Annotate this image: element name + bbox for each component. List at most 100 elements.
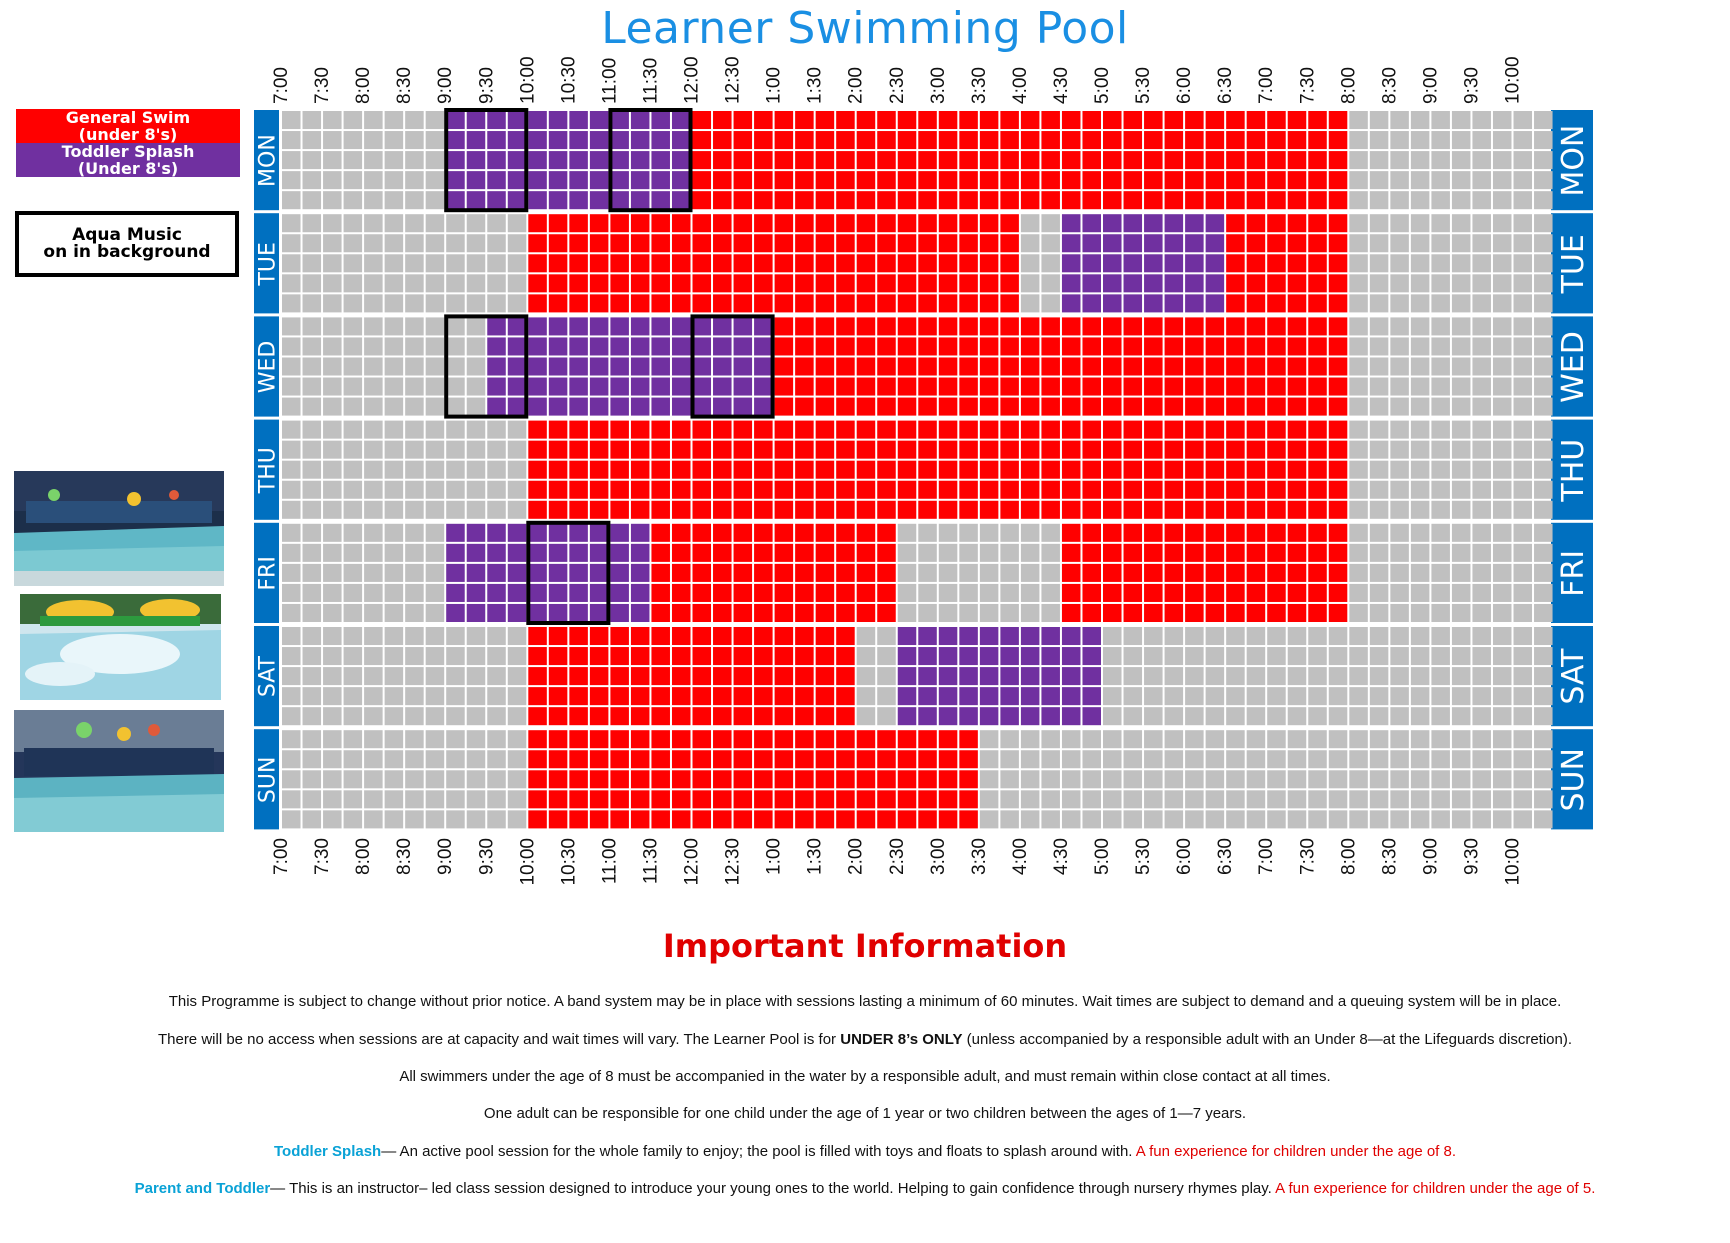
timetable-cell — [323, 377, 342, 396]
timetable-cell — [1020, 420, 1040, 439]
timetable-cell — [1410, 647, 1430, 666]
timetable-cell — [343, 810, 363, 829]
timetable-cell — [507, 603, 527, 622]
day-tab-left — [254, 522, 279, 623]
timetable-cell — [589, 810, 609, 829]
timetable-cell — [1103, 707, 1122, 726]
timetable-cell — [1205, 480, 1225, 499]
timetable-cell — [425, 500, 445, 519]
timetable-cell — [1287, 647, 1307, 666]
timetable-cell — [1185, 214, 1204, 233]
timetable-cell — [938, 440, 958, 459]
timetable-cell — [487, 357, 506, 376]
timetable-cell — [1205, 523, 1225, 542]
timetable-cell — [671, 480, 691, 499]
timetable-cell — [1123, 274, 1143, 293]
timetable-cell — [1492, 191, 1512, 210]
timetable-cell — [1287, 523, 1307, 542]
timetable-cell — [1410, 214, 1430, 233]
timetable-cell — [343, 730, 363, 749]
timetable-cell — [795, 603, 814, 622]
timetable-cell — [1472, 543, 1491, 562]
timetable-cell — [856, 171, 876, 190]
timetable-cell — [425, 667, 445, 686]
timetable-cell — [754, 790, 773, 809]
timetable-cell — [1410, 563, 1430, 582]
timetable-cell — [1267, 543, 1286, 562]
timetable-cell — [364, 543, 383, 562]
timetable-cell — [528, 480, 547, 499]
timetable-cell — [1472, 440, 1491, 459]
timetable-cell — [754, 460, 773, 479]
timetable-cell — [343, 234, 363, 253]
timetable-cell — [1185, 563, 1204, 582]
timetable-cell — [877, 151, 896, 170]
timetable-cell — [671, 810, 691, 829]
day-label-left: FRI — [256, 556, 281, 590]
timetable-cell — [1144, 171, 1163, 190]
timetable-cell — [1000, 667, 1019, 686]
timetable-cell — [671, 583, 691, 602]
timetable-cell — [1226, 420, 1245, 439]
timetable-cell — [1267, 377, 1286, 396]
timetable-cell — [1123, 563, 1143, 582]
timetable-cell — [1205, 111, 1225, 130]
timetable-cell — [1041, 171, 1060, 190]
timetable-cell — [548, 171, 568, 190]
timetable-cell — [1144, 810, 1163, 829]
timetable-cell — [713, 420, 732, 439]
timetable-cell — [302, 440, 322, 459]
timetable-cell — [713, 317, 732, 336]
timetable-cell — [1410, 420, 1430, 439]
timetable-cell — [1267, 317, 1286, 336]
timetable-cell — [1513, 397, 1533, 416]
timetable-cell — [1226, 543, 1245, 562]
timetable-cell — [1061, 687, 1081, 706]
timetable-cell — [610, 397, 629, 416]
timetable-cell — [795, 191, 814, 210]
timetable-cell — [1431, 500, 1450, 519]
timetable-cell — [425, 603, 445, 622]
time-label-bottom: 1:00 — [764, 838, 785, 875]
timetable-cell — [692, 357, 712, 376]
timetable-cell — [836, 440, 855, 459]
timetable-cell — [282, 627, 301, 646]
timetable-cell — [1390, 707, 1409, 726]
timetable-cell — [979, 750, 999, 769]
timetable-cell — [1226, 667, 1245, 686]
timetable-cell — [1267, 440, 1286, 459]
timetable-cell — [1041, 770, 1060, 789]
timetable-cell — [733, 500, 753, 519]
timetable-cell — [528, 810, 547, 829]
timetable-cell — [1349, 460, 1368, 479]
timetable-cell — [302, 790, 322, 809]
info-line-6: Parent and Toddler— This is an instructo… — [0, 1179, 1730, 1199]
timetable-cell — [1328, 480, 1348, 499]
timetable-cell — [815, 337, 835, 356]
timetable-cell — [1328, 707, 1348, 726]
timetable-cell — [959, 254, 978, 273]
timetable-cell — [1349, 810, 1368, 829]
timetable-cell — [1513, 810, 1533, 829]
timetable-cell — [610, 523, 629, 542]
timetable-cell — [651, 254, 670, 273]
timetable-cell — [1164, 667, 1184, 686]
timetable-cell — [1041, 234, 1060, 253]
timetable-cell — [754, 627, 773, 646]
timetable-cell — [630, 523, 650, 542]
timetable-cell — [1041, 730, 1060, 749]
timetable-cell — [774, 460, 794, 479]
time-label-top: 1:00 — [764, 67, 785, 104]
timetable-cell — [979, 770, 999, 789]
timetable-cell — [938, 707, 958, 726]
timetable-cell — [1287, 603, 1307, 622]
timetable-cell — [1267, 583, 1286, 602]
timetable-cell — [1267, 627, 1286, 646]
timetable-cell — [1328, 440, 1348, 459]
timetable-cell — [856, 191, 876, 210]
timetable-cell — [1472, 603, 1491, 622]
timetable-cell — [938, 337, 958, 356]
timetable-cell — [959, 111, 978, 130]
timetable-cell — [979, 131, 999, 150]
timetable-cell — [610, 337, 629, 356]
